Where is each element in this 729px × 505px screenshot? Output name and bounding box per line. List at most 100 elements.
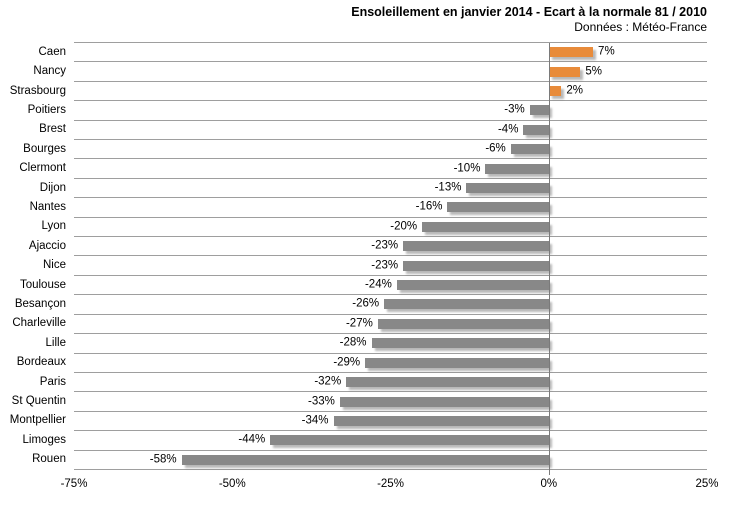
category-label: Bordeaux <box>16 356 66 369</box>
category-label: Caen <box>38 45 67 58</box>
negative-bar <box>377 318 549 329</box>
category-label: Charleville <box>12 317 66 330</box>
value-label: -10% <box>453 161 481 174</box>
negative-bar <box>371 338 549 349</box>
value-label: 2% <box>566 84 584 97</box>
chart-row: -27% <box>74 315 707 335</box>
value-label: -44% <box>238 433 266 446</box>
negative-bar <box>346 377 549 388</box>
negative-bar <box>422 221 549 232</box>
chart-row: -24% <box>74 276 707 296</box>
category-axis: Caen Nancy Strasbourg Poitiers Brest Bourges C… <box>0 42 66 469</box>
x-tick-label: 0% <box>540 478 558 490</box>
value-label: 5% <box>585 64 603 77</box>
negative-bar <box>447 202 549 213</box>
negative-bar <box>403 260 549 271</box>
category-label: Ajaccio <box>28 239 66 252</box>
plot-area: 7% 5% 2% -3% -4% -6% -10% -13% -16% -20% -23% -23% -… <box>74 42 707 475</box>
x-tick-label: -75% <box>60 478 88 490</box>
category-label: Nice <box>42 259 66 272</box>
value-label: -29% <box>333 355 361 368</box>
chart-title: Ensoleillement en janvier 2014 - Ecart à… <box>351 5 707 19</box>
category-label: Besançon <box>14 297 66 310</box>
chart-row: -6% <box>74 140 707 160</box>
category-label: Brest <box>39 123 66 136</box>
positive-bar <box>548 86 562 97</box>
negative-bar <box>466 183 549 194</box>
chart-row: 2% <box>74 82 707 102</box>
positive-bar <box>548 66 581 77</box>
category-label: Nantes <box>29 200 66 213</box>
chart-row: -23% <box>74 237 707 257</box>
value-axis: -75% -50% -25% 0% 25% <box>61 478 719 494</box>
value-label: -23% <box>371 239 399 252</box>
negative-bar <box>339 396 549 407</box>
chart-row: -34% <box>74 412 707 432</box>
value-label: -16% <box>415 200 443 213</box>
chart-row: 7% <box>74 43 707 63</box>
chart-row: 5% <box>74 62 707 82</box>
category-label: Lyon <box>41 220 66 233</box>
chart-row: -28% <box>74 334 707 354</box>
x-tick-label: -50% <box>218 478 246 490</box>
value-label: -32% <box>314 375 342 388</box>
negative-bar <box>396 280 549 291</box>
negative-bar <box>181 454 549 465</box>
chart-row: -33% <box>74 392 707 412</box>
x-tick-label: 25% <box>695 478 719 490</box>
category-label: Poitiers <box>27 103 66 116</box>
value-label: -27% <box>345 317 373 330</box>
category-label: Montpellier <box>9 414 66 427</box>
category-label: Rouen <box>32 453 66 466</box>
chart-row: -32% <box>74 373 707 393</box>
category-label: Clermont <box>19 162 66 175</box>
negative-bar <box>485 163 549 174</box>
value-label: -13% <box>434 181 462 194</box>
category-label: Lille <box>45 336 66 349</box>
chart-row: -29% <box>74 354 707 373</box>
value-label: -23% <box>371 258 399 271</box>
category-label: Dijon <box>39 181 66 194</box>
x-tick-label: -25% <box>377 478 404 490</box>
negative-bar <box>384 299 549 310</box>
value-label: -26% <box>352 297 380 310</box>
negative-bar <box>529 105 549 116</box>
chart-row: -20% <box>74 218 707 238</box>
zero-axis-line <box>548 43 550 475</box>
value-label: -58% <box>149 452 177 465</box>
negative-bar <box>523 124 549 135</box>
chart-header: Ensoleillement en janvier 2014 - Ecart à… <box>351 4 707 35</box>
category-label: Limoges <box>22 433 66 446</box>
value-label: 7% <box>598 45 615 58</box>
category-label: St Quentin <box>11 395 66 408</box>
category-label: Toulouse <box>19 278 66 291</box>
value-label: -6% <box>485 142 506 155</box>
chart-row: -26% <box>74 295 707 315</box>
chart-row: -44% <box>74 431 707 451</box>
negative-bar <box>365 357 549 368</box>
value-label: -4% <box>497 123 519 136</box>
chart-row: -10% <box>74 159 707 179</box>
value-label: -3% <box>504 103 525 116</box>
value-label: -28% <box>339 336 367 349</box>
category-label: Paris <box>39 375 66 388</box>
category-label: Strasbourg <box>9 84 66 97</box>
category-label: Nancy <box>33 65 66 78</box>
value-label: -24% <box>364 278 392 291</box>
chart-row: -16% <box>74 198 707 218</box>
chart-row: -23% <box>74 256 707 276</box>
value-label: -20% <box>390 220 418 233</box>
chart-subtitle: Données : Météo-France <box>574 20 707 34</box>
chart-row: -58% <box>74 451 707 470</box>
chart-row: -13% <box>74 179 707 199</box>
positive-bar <box>548 47 594 58</box>
negative-bar <box>270 435 549 446</box>
negative-bar <box>403 241 549 252</box>
value-label: -33% <box>308 394 335 407</box>
chart-row: -3% <box>74 101 707 121</box>
negative-bar <box>333 415 549 426</box>
negative-bar <box>510 144 549 155</box>
chart-row: -4% <box>74 121 707 141</box>
value-label: -34% <box>301 414 329 427</box>
